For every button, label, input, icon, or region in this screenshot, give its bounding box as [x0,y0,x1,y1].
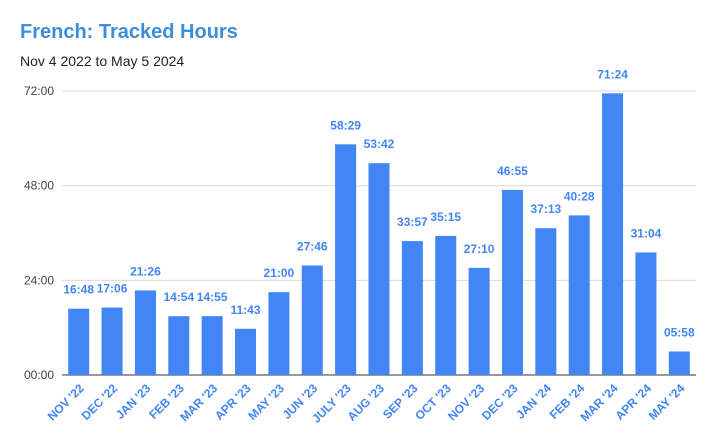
bar [168,316,190,375]
data-label: 46:55 [497,164,528,178]
data-label: 14:54 [163,290,194,304]
x-tick-label: NOV '23 [445,381,487,423]
y-tick-label: 72:00 [24,84,54,98]
y-tick-label: 00:00 [24,368,54,382]
bar [268,292,290,375]
data-label: 21:00 [264,266,295,280]
bars [68,93,690,375]
bar [468,267,490,375]
y-tick-label: 48:00 [24,179,54,193]
x-tick-label: MAR '23 [177,381,220,424]
bar [401,241,423,375]
bar [134,290,156,375]
data-label: 31:04 [631,226,662,240]
bar [635,252,657,375]
data-label: 35:15 [430,210,461,224]
data-label: 17:06 [97,282,128,296]
bar [435,235,457,375]
bar [201,316,223,375]
bar [501,189,523,375]
x-tick-label: JAN '23 [113,381,154,422]
data-label: 71:24 [597,67,628,81]
data-label: 27:10 [464,242,495,256]
y-axis-labels: 00:00 24:00 48:00 72:00 [24,84,54,382]
bar [101,307,123,375]
bar [301,265,323,375]
x-tick-label: DEC '23 [479,381,521,423]
x-tick-label: MAY '24 [646,381,688,423]
data-label: 40:28 [564,189,595,203]
bar [368,163,390,375]
data-label: 58:29 [330,118,361,132]
data-label: 33:57 [397,215,428,229]
bar [568,215,590,375]
data-label: 53:42 [364,137,395,151]
data-label: 16:48 [63,283,94,297]
bar [235,328,257,375]
x-tick-label: DEC '22 [79,381,121,423]
x-tick-label: MAY '23 [245,381,287,423]
data-label: 27:46 [297,239,328,253]
bar [335,144,357,375]
data-label: 14:55 [197,290,228,304]
data-label: 21:26 [130,264,161,278]
bar [68,308,90,375]
bar [535,228,557,375]
x-tick-label: NOV '22 [45,381,87,423]
x-tick-label: MAR '24 [578,381,621,424]
data-label: 05:58 [664,325,695,339]
y-tick-label: 24:00 [24,273,54,287]
chart-title: French: Tracked Hours [20,21,238,43]
bar [668,351,690,375]
x-tick-label: AUG '23 [345,381,388,424]
chart-subtitle: Nov 4 2022 to May 5 2024 [20,53,185,69]
data-label: 37:13 [530,202,561,216]
data-label: 11:43 [231,303,261,317]
x-tick-label: JAN '24 [513,381,554,422]
bar [602,93,624,375]
